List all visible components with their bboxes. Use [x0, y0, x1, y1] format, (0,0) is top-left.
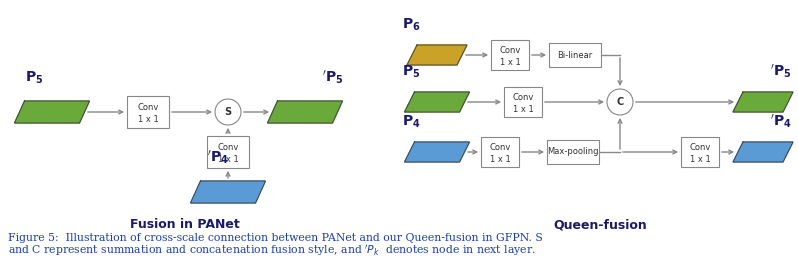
Circle shape: [607, 89, 633, 115]
Text: Figure 5:  Illustration of cross-scale connection between PANet and our Queen-fu: Figure 5: Illustration of cross-scale co…: [8, 233, 543, 243]
Text: $\mathbf{P_5}$: $\mathbf{P_5}$: [402, 64, 421, 80]
Text: $\mathbf{P_4}$: $\mathbf{P_4}$: [401, 114, 421, 130]
FancyBboxPatch shape: [481, 137, 519, 167]
Text: Conv: Conv: [217, 143, 239, 152]
Polygon shape: [405, 92, 469, 112]
FancyBboxPatch shape: [504, 87, 542, 117]
Polygon shape: [191, 181, 266, 203]
Text: Conv: Conv: [500, 46, 520, 55]
Text: Bi-linear: Bi-linear: [557, 50, 593, 60]
Circle shape: [215, 99, 241, 125]
Text: 1 x 1: 1 x 1: [500, 58, 520, 67]
Text: $\mathbf{P_5}$: $\mathbf{P_5}$: [25, 70, 43, 86]
Polygon shape: [14, 101, 89, 123]
Text: $\mathbf{'}$$\mathbf{P_5}$: $\mathbf{'}$$\mathbf{P_5}$: [322, 68, 344, 86]
Text: Conv: Conv: [689, 143, 711, 152]
Polygon shape: [405, 142, 469, 162]
Text: 1 x 1: 1 x 1: [137, 115, 158, 125]
Text: and C represent summation and concatenation fusion style, and $'P_k$  denotes no: and C represent summation and concatenat…: [8, 244, 535, 258]
FancyBboxPatch shape: [681, 137, 719, 167]
FancyBboxPatch shape: [547, 140, 599, 164]
Polygon shape: [733, 142, 793, 162]
Polygon shape: [267, 101, 342, 123]
FancyBboxPatch shape: [549, 43, 601, 67]
Polygon shape: [733, 92, 793, 112]
Text: Max-pooling: Max-pooling: [547, 147, 598, 157]
FancyBboxPatch shape: [207, 136, 249, 168]
Text: 1 x 1: 1 x 1: [689, 155, 710, 164]
Text: Fusion in PANet: Fusion in PANet: [130, 218, 240, 231]
Text: C: C: [616, 97, 623, 107]
Polygon shape: [407, 45, 467, 65]
Text: 1 x 1: 1 x 1: [218, 155, 239, 165]
Text: Conv: Conv: [489, 143, 511, 152]
Text: 1 x 1: 1 x 1: [490, 155, 511, 164]
FancyBboxPatch shape: [127, 96, 169, 128]
Text: Conv: Conv: [512, 93, 534, 102]
FancyBboxPatch shape: [491, 40, 529, 70]
Text: Conv: Conv: [137, 103, 159, 112]
Text: $\mathbf{'}$$\mathbf{P_4}$: $\mathbf{'}$$\mathbf{P_4}$: [207, 148, 229, 166]
Text: $\mathbf{P_6}$: $\mathbf{P_6}$: [401, 17, 421, 33]
Text: 1 x 1: 1 x 1: [512, 105, 533, 114]
Text: $\mathbf{'}$$\mathbf{P_4}$: $\mathbf{'}$$\mathbf{P_4}$: [770, 112, 792, 130]
Text: Queen-fusion: Queen-fusion: [553, 218, 647, 231]
Text: $\mathbf{'}$$\mathbf{P_5}$: $\mathbf{'}$$\mathbf{P_5}$: [770, 62, 792, 80]
Text: S: S: [224, 107, 231, 117]
